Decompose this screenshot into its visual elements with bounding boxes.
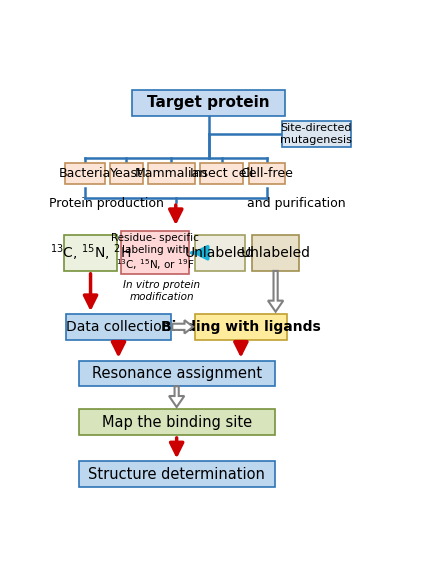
Polygon shape: [169, 386, 184, 407]
FancyBboxPatch shape: [195, 234, 245, 271]
Text: Structure determination: Structure determination: [88, 467, 265, 482]
Polygon shape: [172, 320, 193, 334]
Text: Protein production: Protein production: [49, 198, 164, 210]
Polygon shape: [268, 271, 283, 312]
FancyBboxPatch shape: [200, 163, 244, 184]
FancyBboxPatch shape: [195, 314, 287, 340]
FancyBboxPatch shape: [252, 234, 299, 271]
Text: Cell-free: Cell-free: [241, 167, 293, 180]
Text: and purification: and purification: [247, 198, 345, 210]
Text: Bacteria: Bacteria: [58, 167, 111, 180]
FancyBboxPatch shape: [66, 314, 171, 340]
Text: Target protein: Target protein: [147, 95, 270, 111]
FancyBboxPatch shape: [110, 163, 143, 184]
Text: In vitro protein
modification: In vitro protein modification: [123, 281, 200, 302]
FancyBboxPatch shape: [282, 121, 351, 147]
Text: Yeast: Yeast: [110, 167, 143, 180]
Text: Unlabeled: Unlabeled: [185, 246, 255, 260]
Text: Unlabeled: Unlabeled: [241, 246, 310, 260]
FancyBboxPatch shape: [78, 461, 275, 487]
FancyBboxPatch shape: [133, 90, 285, 116]
FancyBboxPatch shape: [65, 163, 105, 184]
Text: Mammalian: Mammalian: [135, 167, 208, 180]
FancyBboxPatch shape: [121, 232, 189, 274]
Text: Data collection: Data collection: [66, 320, 171, 334]
Text: Resonance assignment: Resonance assignment: [91, 366, 262, 381]
FancyBboxPatch shape: [78, 410, 275, 435]
FancyBboxPatch shape: [64, 234, 117, 271]
Text: Map the binding site: Map the binding site: [102, 415, 252, 430]
FancyBboxPatch shape: [148, 163, 195, 184]
FancyBboxPatch shape: [249, 163, 285, 184]
Text: Site-directed
mutagenesis: Site-directed mutagenesis: [280, 123, 352, 145]
Text: Binding with ligands: Binding with ligands: [161, 320, 321, 334]
Text: Residue- specific
labeling with
$^{13}$C, $^{15}$N, or $^{19}$F: Residue- specific labeling with $^{13}$C…: [111, 233, 199, 272]
Text: Insect cell: Insect cell: [190, 167, 254, 180]
Text: $^{13}$C, $^{15}$N, $^{2}$H: $^{13}$C, $^{15}$N, $^{2}$H: [50, 242, 131, 263]
FancyBboxPatch shape: [78, 361, 275, 386]
